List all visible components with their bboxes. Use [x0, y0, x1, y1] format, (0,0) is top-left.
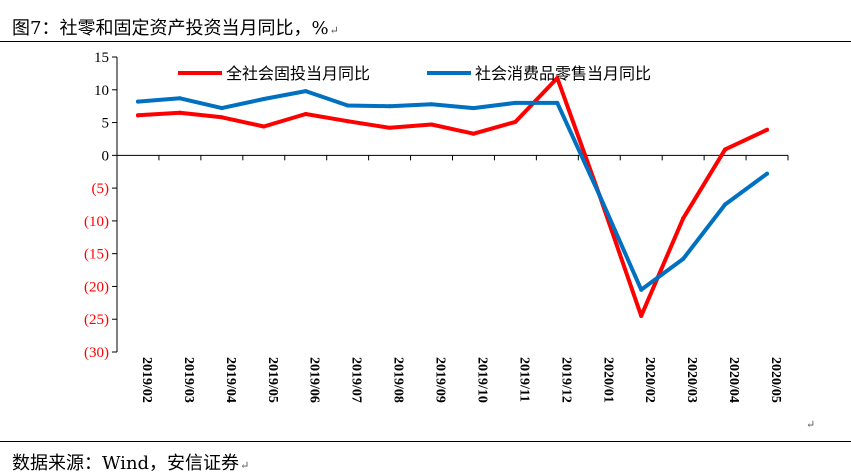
figure-title: 社零和固定资产投资当月同比，%	[59, 18, 329, 39]
data-point	[261, 124, 266, 129]
top-rule	[0, 41, 851, 42]
y-tick-label: (10)	[84, 214, 109, 230]
data-point	[639, 313, 644, 318]
data-point	[303, 112, 308, 117]
x-tick-label: 2019/05	[265, 357, 280, 403]
x-tick-label: 2019/04	[223, 357, 238, 403]
data-point	[219, 106, 224, 111]
data-point	[723, 202, 728, 207]
data-point	[135, 113, 140, 118]
data-point	[681, 216, 686, 221]
series-line-1	[136, 76, 769, 318]
data-point	[555, 75, 560, 80]
x-tick-label: 2019/03	[181, 357, 196, 403]
legend-label: 全社会固投当月同比	[226, 64, 370, 83]
y-axis: 15 10 5 0 (5) (10) (15) (20) (25) (30)	[84, 50, 118, 361]
y-tick-label: (20)	[84, 279, 109, 295]
data-point	[387, 104, 392, 109]
series-line-2	[136, 89, 769, 292]
y-tick-label: (30)	[84, 345, 109, 361]
source-text: 数据来源：Wind，安信证券	[12, 453, 240, 474]
data-point	[681, 256, 686, 261]
figure-caption-row: 图7：社零和固定资产投资当月同比，%↵	[0, 10, 851, 40]
x-axis: 2019/02 2019/03 2019/04 2019/05 2019/06 2019/…	[116, 154, 789, 403]
figure-number: 图7：	[12, 18, 60, 39]
x-tick-label: 2019/11	[516, 357, 531, 402]
x-tick-label: 2020/01	[600, 357, 615, 403]
x-tick-label: 2019/07	[349, 357, 364, 403]
y-tick-label: (25)	[84, 312, 109, 328]
data-point	[471, 131, 476, 136]
x-tick-label: 2019/06	[307, 357, 322, 403]
data-point	[429, 102, 434, 107]
data-point	[429, 122, 434, 127]
legend-label: 社会消费品零售当月同比	[475, 64, 651, 83]
x-tick-label: 2020/03	[684, 357, 699, 403]
y-tick-label: 10	[94, 83, 109, 99]
data-point	[387, 125, 392, 130]
x-tick-label: 2019/09	[433, 357, 448, 403]
y-tick-label: 5	[102, 116, 110, 132]
x-tick-label: 2020/04	[726, 357, 741, 403]
data-point	[513, 100, 518, 105]
y-tick-label: (5)	[92, 181, 110, 197]
legend: 全社会固投当月同比 社会消费品零售当月同比	[178, 64, 651, 83]
y-tick-label: 15	[94, 50, 109, 66]
x-tick-label: 2019/10	[474, 357, 489, 403]
x-tick-label: 2019/08	[391, 357, 406, 403]
figure-caption: 图7：社零和固定资产投资当月同比，%↵	[12, 14, 339, 40]
x-tick-label: 2019/02	[139, 357, 154, 403]
paragraph-mark-icon: ↵	[240, 459, 250, 472]
source-note: 数据来源：Wind，安信证券↵	[12, 449, 249, 475]
data-point	[723, 147, 728, 152]
data-point	[261, 96, 266, 101]
data-point	[219, 115, 224, 120]
data-point	[303, 89, 308, 94]
data-point	[345, 119, 350, 124]
bottom-rule	[0, 441, 851, 442]
series-layer	[135, 75, 770, 318]
data-point	[555, 100, 560, 105]
y-tick-label: 0	[102, 148, 110, 164]
paragraph-mark-icon: ↵	[329, 24, 339, 37]
data-point	[765, 127, 770, 132]
data-point	[597, 192, 602, 197]
data-point	[471, 106, 476, 111]
data-point	[765, 171, 770, 176]
data-point	[639, 287, 644, 292]
x-tick-label: 2020/05	[768, 357, 783, 403]
paragraph-mark-icon: ↵	[806, 418, 816, 431]
data-point	[345, 103, 350, 108]
data-point	[135, 99, 140, 104]
x-tick-label: 2020/02	[642, 357, 657, 403]
data-point	[177, 110, 182, 115]
data-point	[177, 96, 182, 101]
y-tick-label: (15)	[84, 247, 109, 263]
x-tick-label: 2019/12	[558, 357, 573, 403]
data-point	[513, 119, 518, 124]
